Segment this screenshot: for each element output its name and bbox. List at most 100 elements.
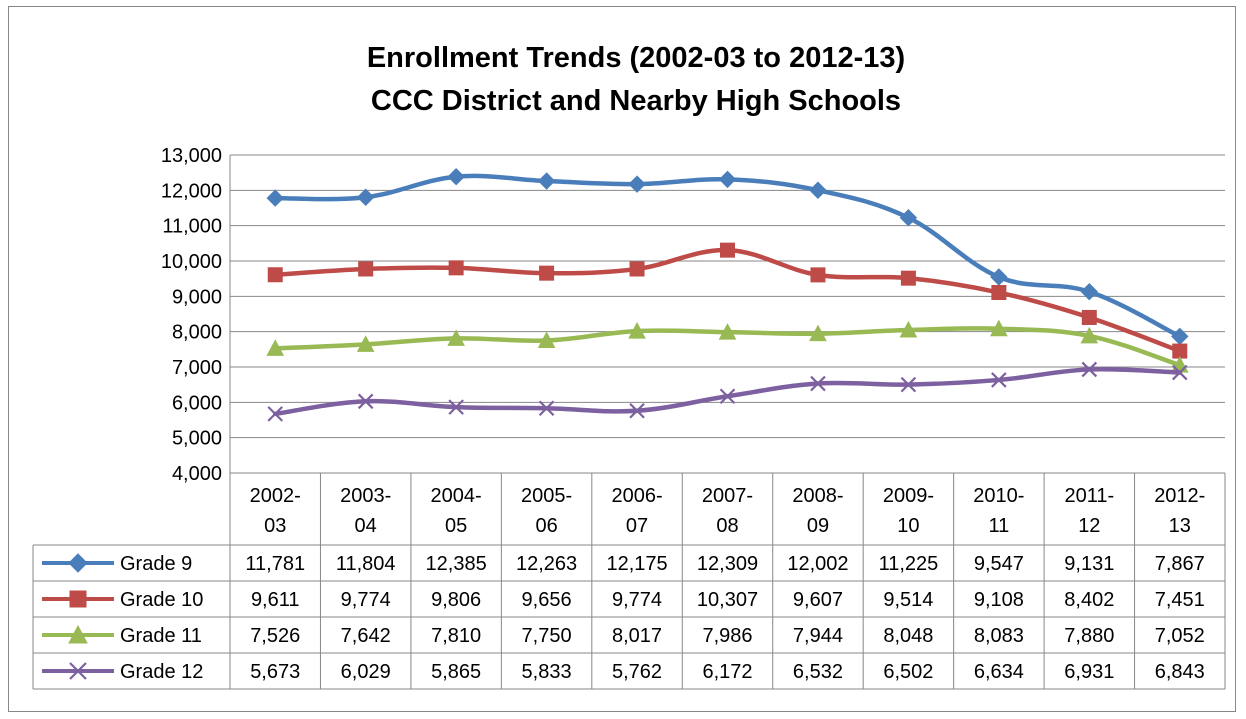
data-label: 6,029 [341,661,391,683]
data-label: 9,806 [431,589,481,611]
data-label: 9,774 [341,589,391,611]
series-lines [267,169,1188,421]
data-point [1173,344,1187,358]
data-point [1082,310,1096,324]
chart-subtitle: CCC District and Nearby High Schools [371,85,901,117]
y-tick-label: 8,000 [172,322,222,344]
x-tick-label: 2010-11 [973,485,1024,537]
y-tick-label: 9,000 [172,286,222,308]
data-label: 6,172 [702,661,752,683]
y-tick-label: 6,000 [172,392,222,414]
data-label: 7,526 [250,625,300,647]
data-label: 6,843 [1155,661,1205,683]
data-label: 7,810 [431,625,481,647]
y-tick-label: 11,000 [162,216,222,238]
data-label: 9,611 [251,589,300,611]
legend-label: Grade 9 [120,553,192,575]
legend-marker [70,591,86,607]
data-label: 7,867 [1155,553,1205,575]
data-label: 9,656 [522,589,572,611]
x-tick-label: 2008-09 [792,485,843,537]
x-tick-label: 2005-06 [521,485,572,537]
y-tick-label: 10,000 [161,251,222,273]
y-tick-label: 13,000 [161,145,222,167]
data-label: 11,225 [879,553,939,575]
data-label: 9,547 [974,553,1024,575]
y-tick-label: 5,000 [172,428,222,450]
data-label: 6,634 [974,661,1024,683]
x-tick-label: 2003-04 [340,485,391,537]
data-point [900,210,916,226]
data-label: 7,642 [341,625,391,647]
data-label: 6,502 [883,661,933,683]
data-point [630,262,644,276]
data-point [901,271,915,285]
data-point [992,286,1006,300]
data-label: 6,931 [1064,661,1114,683]
data-label: 12,175 [606,553,667,575]
data-point [359,262,373,276]
x-tick-label: 2004-05 [431,485,482,537]
data-point [449,261,463,275]
data-label: 5,762 [612,661,662,683]
x-tick-label: 2011-12 [1064,485,1114,537]
data-point [811,268,825,282]
data-label: 7,750 [522,625,572,647]
data-point [540,266,554,280]
data-table: 2002-03 2003-04 2004-05 2005-06 2006-07 2007-… [33,473,1225,689]
data-label: 9,131 [1064,553,1114,575]
chart-title: Enrollment Trends (2002-03 to 2012-13) [367,42,905,74]
data-point [720,171,736,187]
data-point [991,269,1007,285]
data-label: 7,986 [702,625,752,647]
data-label: 7,880 [1064,625,1114,647]
data-label: 6,532 [793,661,843,683]
x-tick-label: 2006-07 [611,485,662,537]
legend-marker [69,554,87,572]
data-label: 9,514 [883,589,933,611]
data-label: 5,673 [250,661,300,683]
data-point [268,268,282,282]
data-label: 12,002 [787,553,848,575]
data-point [629,176,645,192]
data-point [267,190,283,206]
data-label: 12,309 [697,553,758,575]
data-label: 11,804 [336,553,396,575]
data-label: 9,607 [793,589,843,611]
x-tick-label: 2002-03 [250,485,301,537]
data-point [358,189,374,205]
legend-label: Grade 10 [120,589,203,611]
y-tick-label: 7,000 [172,357,222,379]
y-axis-ticks: 4,000 5,000 6,000 7,000 8,000 9,000 10,000 11,0… [161,145,222,485]
x-tick-label: 2009-10 [883,485,934,537]
data-point [1081,284,1097,300]
legend-label: Grade 11 [120,625,202,647]
data-label: 7,052 [1155,625,1205,647]
data-label: 8,048 [883,625,933,647]
data-label: 12,385 [426,553,487,575]
x-tick-label: 2012-13 [1154,485,1205,537]
data-point [448,169,464,185]
y-tick-label: 12,000 [161,180,222,202]
data-point [810,182,826,198]
data-label: 5,865 [431,661,481,683]
data-label: 11,781 [245,553,305,575]
data-point [721,243,735,257]
data-label: 9,108 [974,589,1024,611]
data-label: 9,774 [612,589,662,611]
data-label: 7,944 [793,625,843,647]
data-label: 5,833 [522,661,572,683]
data-label: 10,307 [697,589,758,611]
data-label: 12,263 [516,553,577,575]
data-label: 8,017 [612,625,662,647]
data-label: 7,451 [1155,589,1205,611]
data-label: 8,083 [974,625,1024,647]
data-point [539,173,555,189]
y-tick-label: 4,000 [172,463,222,485]
series-line [275,369,1180,414]
data-point [1172,328,1188,344]
x-tick-label: 2007-08 [702,485,753,537]
data-label: 8,402 [1064,589,1114,611]
legend-label: Grade 12 [120,661,203,683]
